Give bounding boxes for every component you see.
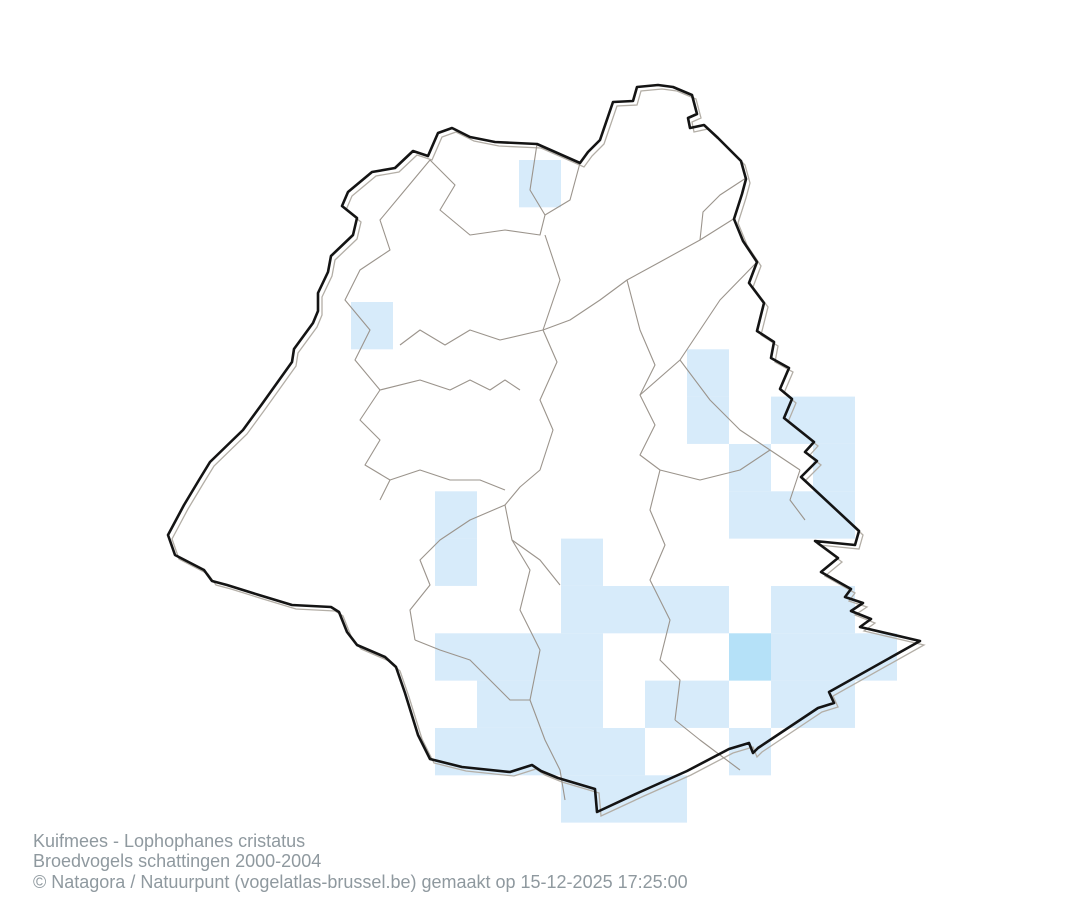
- grid-cell: [519, 160, 561, 208]
- grid-cell: [435, 491, 477, 539]
- grid-cell: [687, 586, 729, 634]
- grid-cell: [603, 728, 645, 776]
- grid-cell: [561, 633, 603, 681]
- grid-cell: [519, 633, 561, 681]
- region-boundary: [166, 83, 922, 814]
- municipal-boundaries: [344, 143, 806, 801]
- grid-cell: [561, 538, 603, 586]
- grid-cell: [477, 633, 519, 681]
- grid-cell: [519, 680, 561, 728]
- grid-cell: [561, 728, 603, 776]
- grid-cell: [561, 586, 603, 634]
- grid-cell: [687, 349, 729, 397]
- map-caption: Kuifmees - Lophophanes cristatus Broedvo…: [33, 831, 688, 893]
- grid-cell: [813, 396, 855, 444]
- grid-cell: [813, 633, 855, 681]
- grid-cell: [603, 586, 645, 634]
- grid-cell: [813, 444, 855, 492]
- species-title: Kuifmees - Lophophanes cristatus: [33, 830, 306, 851]
- grid-cell: [645, 775, 687, 823]
- credit-line: © Natagora / Natuurpunt (vogelatlas-brus…: [33, 871, 688, 892]
- grid-cell: [645, 680, 687, 728]
- grid-cell: [435, 538, 477, 586]
- grid-cell: [771, 633, 813, 681]
- grid-cell: [729, 491, 771, 539]
- grid-cell: [561, 680, 603, 728]
- grid-cell: [351, 302, 393, 350]
- grid-cell: [687, 396, 729, 444]
- grid-cell: [771, 680, 813, 728]
- grid-cell: [729, 633, 771, 681]
- grid-cell: [771, 491, 813, 539]
- grid-cell: [729, 444, 771, 492]
- grid-cell: [687, 680, 729, 728]
- grid-cell: [645, 586, 687, 634]
- grid-cell: [813, 491, 855, 539]
- survey-subtitle: Broedvogels schattingen 2000-2004: [33, 851, 322, 871]
- grid-cell: [477, 728, 519, 776]
- grid-cell: [771, 586, 813, 634]
- grid-cell: [435, 633, 477, 681]
